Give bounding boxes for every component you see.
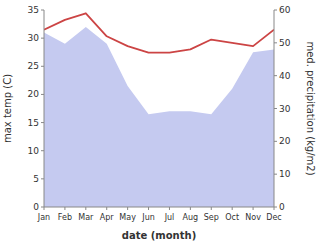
y-tick — [41, 66, 44, 67]
x-axis-label: date (month) — [122, 230, 196, 241]
y-tick-label: 35 — [28, 5, 39, 15]
y-tick-label: 25 — [28, 61, 39, 71]
x-tick-label: Feb — [58, 213, 72, 222]
chart: 0 5 10 15 20 25 30 35 0 10 20 30 40 50 60 Jan Feb Mar Apr M… — [0, 0, 318, 247]
y2-tick — [274, 174, 277, 175]
axes: 0 5 10 15 20 25 30 35 0 10 20 30 40 50 60 Jan Feb Mar Apr M… — [28, 5, 291, 222]
y2-tick-label: 20 — [279, 136, 291, 146]
y2-tick — [274, 108, 277, 109]
x-tick — [127, 207, 128, 210]
x-tick — [44, 207, 45, 210]
x-tick — [274, 207, 275, 210]
x-tick-label: Aug — [183, 213, 199, 222]
x-tick-label: Nov — [245, 213, 261, 222]
x-tick-label: Jul — [164, 213, 175, 222]
y-tick-label: 20 — [28, 89, 40, 99]
y2-tick-label: 50 — [279, 38, 291, 48]
y-tick — [41, 10, 44, 11]
x-tick — [190, 207, 191, 210]
x-tick — [232, 207, 233, 210]
y-tick-label: 10 — [28, 146, 40, 156]
y2-tick — [274, 42, 277, 43]
y-tick — [41, 94, 44, 95]
y2-tick — [274, 10, 277, 11]
x-tick-label: Jan — [37, 213, 50, 222]
y-tick-label: 5 — [33, 174, 39, 184]
x-tick — [106, 207, 107, 210]
x-tick-label: Jun — [141, 213, 155, 222]
plot-area — [44, 13, 274, 207]
x-tick — [169, 207, 170, 210]
y-axis-label: max temp (C) — [2, 74, 13, 143]
x-tick-label: Oct — [225, 213, 239, 222]
y-tick — [41, 150, 44, 151]
x-tick-label: Apr — [100, 213, 115, 222]
x-tick-label: Dec — [266, 213, 281, 222]
y-tick-label: 30 — [28, 33, 40, 43]
y2-tick — [274, 141, 277, 142]
x-tick — [85, 207, 86, 210]
y-axis-line — [44, 10, 45, 207]
x-tick-label: Sep — [204, 213, 219, 222]
y2-tick-label: 30 — [279, 104, 291, 114]
x-tick — [64, 207, 65, 210]
x-axis-line — [44, 207, 274, 208]
x-tick — [253, 207, 254, 210]
y-tick-label: 15 — [28, 118, 39, 128]
x-tick-label: Mar — [78, 213, 94, 222]
y2-tick-label: 10 — [279, 169, 291, 179]
x-tick — [148, 207, 149, 210]
temp-area — [44, 27, 274, 207]
y2-axis-label: med. precipitation (kg/m2) — [305, 41, 316, 175]
y-tick — [41, 38, 44, 39]
precip-line — [44, 13, 274, 52]
y2-tick — [274, 75, 277, 76]
y2-tick-label: 60 — [279, 5, 291, 15]
x-tick — [211, 207, 212, 210]
y2-tick-label: 0 — [279, 202, 285, 212]
y-tick-label: 0 — [33, 202, 39, 212]
y-tick — [41, 178, 44, 179]
y-tick — [41, 122, 44, 123]
x-tick-label: May — [119, 213, 136, 222]
y2-tick-label: 40 — [279, 71, 291, 81]
